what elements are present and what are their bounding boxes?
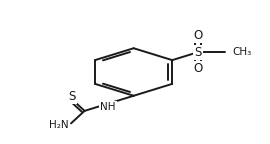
Text: O: O [193, 29, 202, 42]
Text: O: O [193, 62, 202, 75]
Text: CH₃: CH₃ [232, 47, 252, 57]
Text: H₂N: H₂N [49, 120, 68, 130]
Text: S: S [194, 46, 202, 59]
Text: S: S [69, 90, 76, 103]
Text: NH: NH [100, 102, 116, 112]
